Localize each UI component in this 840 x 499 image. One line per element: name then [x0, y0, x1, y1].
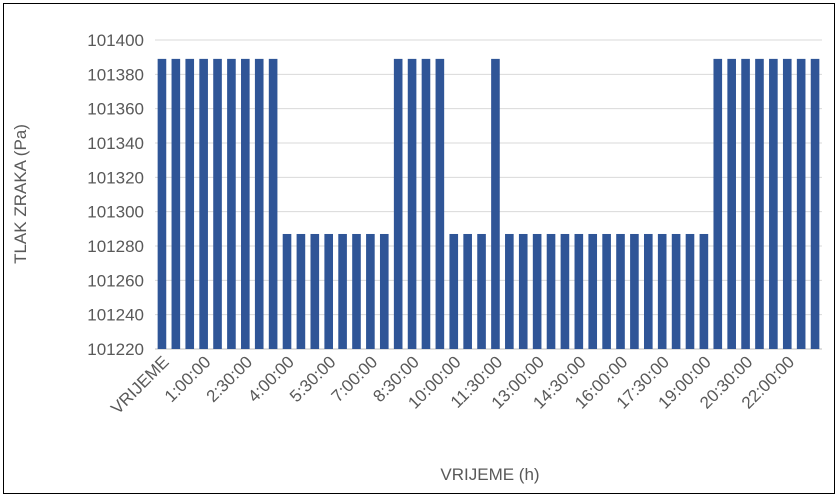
x-tick-label: 5:30:00 [286, 352, 340, 406]
bar [254, 58, 264, 350]
bar [532, 233, 542, 349]
bar [282, 233, 292, 349]
bar [574, 233, 584, 349]
bar [338, 233, 347, 349]
y-tick-label: 101300 [87, 203, 144, 222]
bar [810, 58, 820, 350]
bar [157, 58, 167, 350]
y-tick-label: 101220 [87, 340, 144, 359]
bars [157, 58, 820, 350]
bar [241, 58, 250, 350]
bar [796, 58, 806, 350]
bar [491, 58, 500, 350]
bar [518, 233, 528, 349]
bar [449, 233, 459, 349]
bar [407, 58, 417, 350]
bar [268, 58, 278, 350]
y-tick-labels: 101220 101240 101260 101280 101300 101320 1013… [87, 31, 144, 359]
bar [199, 58, 208, 350]
bar [310, 233, 320, 349]
y-tick-label: 101260 [87, 271, 144, 290]
bar [227, 58, 236, 350]
x-tick-label: 4:00:00 [244, 352, 298, 406]
x-axis-label: VRIJEME (h) [440, 465, 539, 484]
y-tick-label: 101280 [87, 237, 144, 256]
bar [352, 233, 361, 349]
y-tick-label: 101340 [87, 134, 144, 153]
x-tick-label: VRIJEME [107, 352, 173, 418]
bar [477, 233, 486, 349]
y-tick-label: 101360 [87, 100, 144, 119]
bar [171, 58, 181, 350]
bar [296, 233, 306, 349]
bar [366, 233, 375, 349]
bar [505, 233, 514, 349]
bar [699, 233, 709, 349]
bar [630, 233, 639, 349]
bar [324, 233, 334, 349]
bar [782, 58, 792, 350]
bar [435, 58, 445, 350]
x-tick-label: 1:00:00 [161, 352, 215, 406]
bar [727, 58, 736, 350]
bar [657, 233, 667, 349]
y-axis-label: TLAK ZRAKA (Pa) [11, 124, 30, 264]
bar [546, 233, 556, 349]
bar [713, 58, 723, 350]
bar [393, 58, 403, 350]
bar [463, 233, 472, 349]
x-tick-label: 2:30:00 [203, 352, 257, 406]
bar [643, 233, 653, 349]
x-tick-label: 7:00:00 [328, 352, 382, 406]
gridlines [155, 39, 822, 350]
bar [755, 58, 764, 350]
x-tick-labels: VRIJEME1:00:002:30:004:00:005:30:007:00:… [107, 352, 798, 418]
bar [685, 233, 695, 349]
bar [616, 233, 625, 349]
bar [769, 58, 778, 350]
bar [671, 233, 681, 349]
y-tick-label: 101380 [87, 65, 144, 84]
bar [741, 58, 750, 350]
bar [185, 58, 195, 350]
bar [421, 58, 431, 350]
bar [213, 58, 222, 350]
bar-chart: 101220 101240 101260 101280 101300 101320 1013… [11, 31, 822, 484]
bar [560, 233, 570, 349]
bar [379, 233, 389, 349]
bar [588, 233, 598, 349]
bar [602, 233, 611, 349]
chart-frame: 101220 101240 101260 101280 101300 101320 1013… [3, 3, 835, 494]
y-tick-label: 101240 [87, 306, 144, 325]
y-tick-label: 101400 [87, 31, 144, 50]
y-tick-label: 101320 [87, 168, 144, 187]
